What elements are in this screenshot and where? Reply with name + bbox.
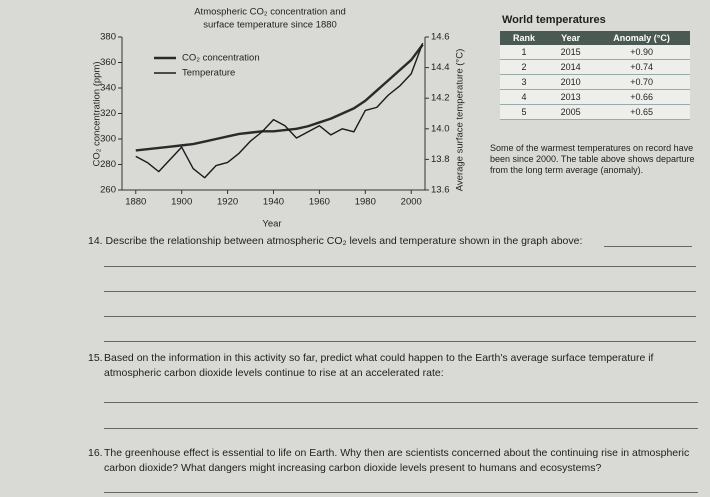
table-cell: 3 <box>500 74 548 90</box>
table-cell: 2005 <box>547 104 594 120</box>
temperature-table: Rank Year Anomaly (°C) 1 2015 +0.90 2 2014 +0.7… <box>500 31 690 120</box>
table-cell: +0.74 <box>593 59 690 75</box>
question-text: Based on the information in this activit… <box>104 352 654 379</box>
x-tick-label: 1980 <box>355 197 376 208</box>
y2-tick-label: 14.0 <box>431 123 450 134</box>
question-number: 16. <box>88 447 103 459</box>
question-text: Describe the relationship between atmosp… <box>105 235 583 247</box>
table-row: 5 2005 +0.65 <box>500 104 690 120</box>
table-cell: +0.66 <box>593 89 690 105</box>
y2-axis-label: Average surface temperature (°C) <box>455 49 466 192</box>
y2-tick-label: 13.8 <box>431 154 450 165</box>
y-tick-label: 280 <box>100 159 116 170</box>
answer-line <box>104 492 698 493</box>
table-cell: 5 <box>500 104 548 120</box>
answer-line <box>104 316 696 317</box>
table-row: 4 2013 +0.66 <box>500 89 690 105</box>
table-header-cell: Rank <box>500 31 548 45</box>
chart-subtitle: surface temperature since 1880 <box>203 20 337 31</box>
chart-title: Atmospheric CO₂ concentration and <box>194 7 346 18</box>
table-cell: 1 <box>500 45 548 60</box>
table-cell: 4 <box>500 89 548 105</box>
table-cell: +0.70 <box>593 74 690 90</box>
table-cell: 2014 <box>547 59 594 75</box>
legend-label: CO₂ concentration <box>182 53 260 64</box>
answer-line <box>604 246 692 247</box>
table-cell: 2015 <box>547 45 594 60</box>
series-line <box>135 42 424 179</box>
y2-tick-label: 13.6 <box>431 185 450 196</box>
answer-line <box>104 266 696 267</box>
question: 14. Describe the relationship between at… <box>88 234 698 249</box>
y-tick-label: 300 <box>100 134 116 145</box>
table-header-cell: Anomaly (°C) <box>593 31 690 45</box>
series-line <box>135 43 424 152</box>
y2-tick-label: 14.2 <box>431 93 450 104</box>
table-header-cell: Year <box>547 31 594 45</box>
y-tick-label: 380 <box>100 32 116 43</box>
y2-tick-label: 14.4 <box>431 62 450 73</box>
x-axis-label: Year <box>262 219 281 230</box>
answer-line <box>104 341 696 342</box>
answer-line <box>104 402 698 403</box>
question-text: The greenhouse effect is essential to li… <box>104 447 690 474</box>
y-tick-label: 340 <box>100 83 116 94</box>
table-row: 3 2010 +0.70 <box>500 74 690 90</box>
answer-line <box>104 428 698 429</box>
x-tick-label: 1920 <box>217 197 238 208</box>
y-axis-label: CO₂ concentration (ppm) <box>92 61 103 166</box>
question-number: 14. <box>88 235 103 247</box>
note: Some of the warmest temperatures on reco… <box>490 143 695 175</box>
x-tick-label: 1880 <box>125 197 146 208</box>
x-tick-label: 1960 <box>309 197 330 208</box>
question: 16. The greenhouse effect is essential to… <box>88 446 702 476</box>
question-number: 15. <box>88 352 103 364</box>
table-cell: 2013 <box>547 89 594 105</box>
table-row: 2 2014 +0.74 <box>500 59 690 75</box>
table-title: World temperatures <box>502 14 606 26</box>
x-tick-label: 2000 <box>401 197 422 208</box>
legend-label: Temperature <box>182 68 235 79</box>
table-cell: +0.65 <box>593 104 690 120</box>
table-cell: +0.90 <box>593 45 690 60</box>
table-row: 1 2015 +0.90 <box>500 45 690 60</box>
y-tick-label: 320 <box>100 108 116 119</box>
table-cell: 2010 <box>547 74 594 90</box>
chart: Atmospheric CO₂ concentration and surfac… <box>92 7 466 230</box>
x-tick-label: 1900 <box>171 197 192 208</box>
y-tick-label: 260 <box>100 185 116 196</box>
x-tick-label: 1940 <box>263 197 284 208</box>
answer-line <box>104 291 696 292</box>
y2-tick-label: 14.6 <box>431 32 450 43</box>
table-cell: 2 <box>500 59 548 75</box>
y-tick-label: 360 <box>100 57 116 68</box>
question: 15. Based on the information in this acti… <box>88 351 700 381</box>
table-header: Rank Year Anomaly (°C) <box>500 31 690 45</box>
